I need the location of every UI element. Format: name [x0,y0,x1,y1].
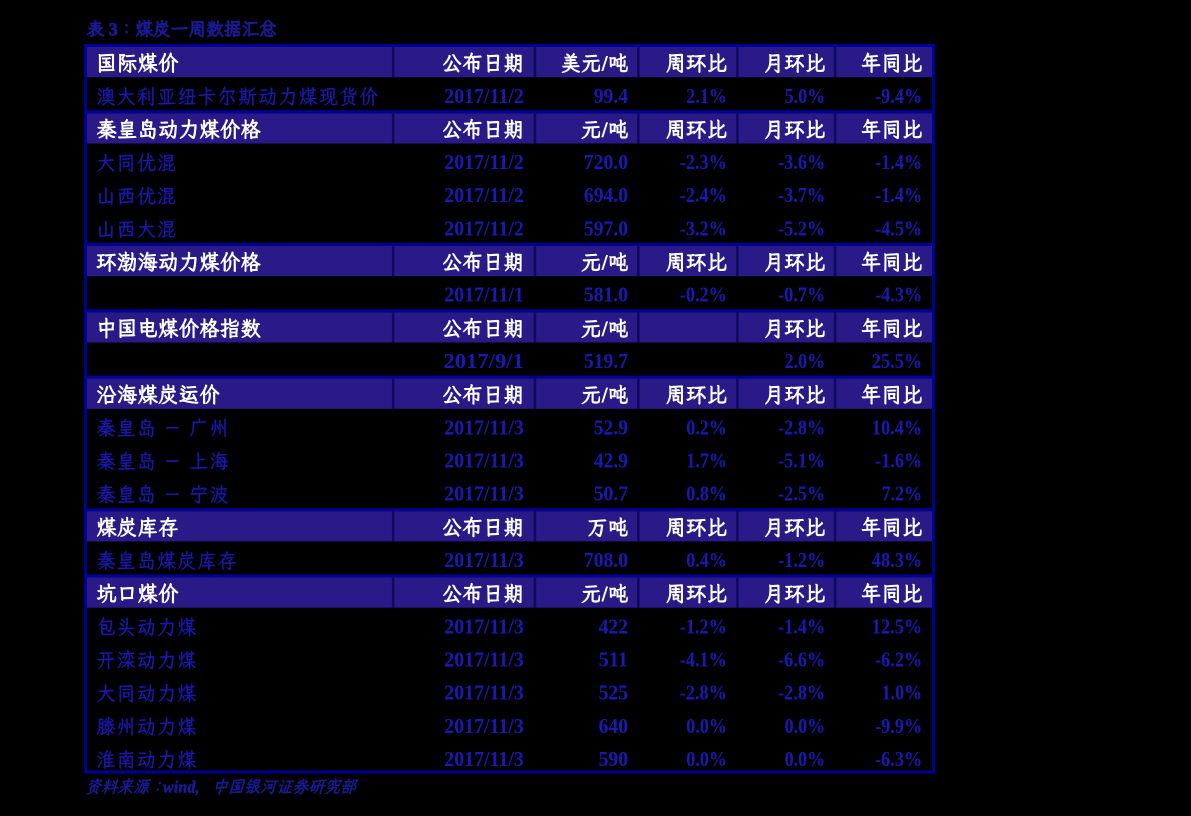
svg-text:42.9: 42.9 [594,449,628,473]
svg-text:-0.2%: -0.2% [680,283,727,307]
svg-text:48.3%: 48.3% [872,548,922,572]
svg-text:0.2%: 0.2% [686,415,727,439]
svg-text:0.0%: 0.0% [686,714,727,738]
svg-text:519.7: 519.7 [584,349,628,373]
svg-text:2017/11/1: 2017/11/1 [444,283,524,307]
svg-text:-2.8%: -2.8% [778,415,825,439]
svg-text:-9.4%: -9.4% [875,84,922,108]
svg-text:2.0%: 2.0% [785,349,826,373]
svg-text:640: 640 [599,714,628,738]
svg-text:2017/11/3: 2017/11/3 [444,482,524,506]
svg-text:2017/11/3: 2017/11/3 [444,714,524,738]
svg-text:12.5%: 12.5% [872,614,922,638]
svg-text:2017/11/2: 2017/11/2 [444,150,524,174]
svg-text:10.4%: 10.4% [872,415,922,439]
svg-text:-4.1%: -4.1% [680,648,727,672]
svg-text:1.0%: 1.0% [882,681,923,705]
svg-text:7.2%: 7.2% [882,482,923,506]
svg-text:-6.3%: -6.3% [875,747,922,771]
svg-text:-2.8%: -2.8% [778,681,825,705]
svg-text:0.0%: 0.0% [686,747,727,771]
svg-text:2017/11/3: 2017/11/3 [444,415,524,439]
svg-text:694.0: 694.0 [584,183,628,207]
svg-text:-1.4%: -1.4% [875,183,922,207]
svg-text:2017/11/3: 2017/11/3 [444,681,524,705]
svg-text:-4.3%: -4.3% [875,283,922,307]
svg-text:-3.7%: -3.7% [778,183,825,207]
svg-text:0.4%: 0.4% [686,548,727,572]
svg-text:-1.4%: -1.4% [778,614,825,638]
svg-text:-1.2%: -1.2% [778,548,825,572]
svg-text:720.0: 720.0 [584,150,628,174]
svg-text:-9.9%: -9.9% [875,714,922,738]
svg-text:2017/11/3: 2017/11/3 [444,449,524,473]
svg-text:708.0: 708.0 [584,548,628,572]
svg-text:2.1%: 2.1% [686,84,727,108]
svg-text:422: 422 [599,614,628,638]
svg-text:-1.4%: -1.4% [875,150,922,174]
svg-text:2017/11/3: 2017/11/3 [444,648,524,672]
svg-text:-1.6%: -1.6% [875,449,922,473]
svg-text:-5.2%: -5.2% [778,216,825,240]
svg-text:2017/11/3: 2017/11/3 [444,614,524,638]
svg-text:1.7%: 1.7% [686,449,727,473]
svg-text:2017/11/3: 2017/11/3 [444,747,524,771]
svg-text:52.9: 52.9 [594,415,628,439]
svg-text:-6.2%: -6.2% [875,648,922,672]
svg-text:-2.8%: -2.8% [680,681,727,705]
svg-text:-2.3%: -2.3% [680,150,727,174]
svg-text:0.0%: 0.0% [785,714,826,738]
svg-text:-2.4%: -2.4% [680,183,727,207]
svg-text:0.0%: 0.0% [785,747,826,771]
svg-text:-3.6%: -3.6% [778,150,825,174]
svg-text:5.0%: 5.0% [785,84,826,108]
svg-text:2017/9/1: 2017/9/1 [444,349,524,373]
svg-text:525: 525 [599,681,628,705]
svg-text:2017/11/3: 2017/11/3 [444,548,524,572]
svg-text:2017/11/2: 2017/11/2 [444,216,524,240]
svg-text:-2.5%: -2.5% [778,482,825,506]
svg-text:-5.1%: -5.1% [778,449,825,473]
svg-text:-1.2%: -1.2% [680,614,727,638]
svg-text:0.8%: 0.8% [686,482,727,506]
svg-text:99.4: 99.4 [594,84,629,108]
svg-text:50.7: 50.7 [594,482,629,506]
svg-text:-4.5%: -4.5% [875,216,922,240]
svg-text:2017/11/2: 2017/11/2 [444,183,524,207]
svg-text:511: 511 [599,648,628,672]
svg-text:-6.6%: -6.6% [778,648,825,672]
svg-text:-0.7%: -0.7% [778,283,825,307]
svg-text:2017/11/2: 2017/11/2 [444,84,524,108]
svg-text:-3.2%: -3.2% [680,216,727,240]
svg-text:597.0: 597.0 [584,216,628,240]
svg-text:25.5%: 25.5% [872,349,922,373]
svg-text:581.0: 581.0 [584,283,628,307]
svg-text:590: 590 [599,747,628,771]
